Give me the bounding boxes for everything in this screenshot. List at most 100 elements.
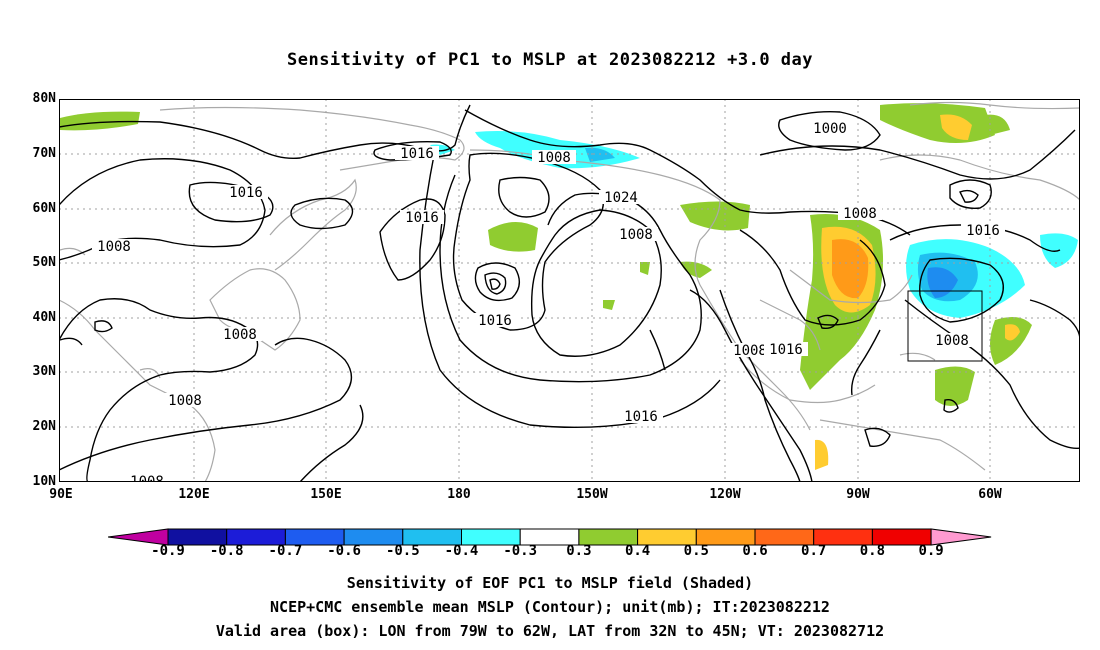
contour-label: 1016 xyxy=(624,409,658,425)
shade-negative xyxy=(585,147,615,162)
shade-positive xyxy=(935,366,975,406)
colorbar-tick-label: 0.8 xyxy=(859,543,886,559)
contour-line xyxy=(299,404,364,482)
contour-line xyxy=(739,229,886,326)
contour-line xyxy=(452,152,604,331)
contour-label: 1016 xyxy=(769,342,803,358)
colorbar-high-arrow xyxy=(930,528,992,546)
shade-positive xyxy=(880,103,995,144)
contour-line xyxy=(379,198,446,281)
contour-label: 1016 xyxy=(966,223,1000,239)
lon-label: 180 xyxy=(447,487,471,502)
contour-line xyxy=(489,278,501,290)
caption-valid-area: Valid area (box): LON from 79W to 62W, L… xyxy=(215,622,885,640)
contour-line xyxy=(484,272,507,295)
contour-label: 1008 xyxy=(130,474,164,482)
lon-label: 150W xyxy=(576,487,608,502)
colorbar-tick-label: 0.7 xyxy=(801,543,827,559)
contour-line xyxy=(949,179,992,209)
shade-positive xyxy=(985,114,1010,135)
lat-label: 60N xyxy=(32,201,56,216)
lat-label: 40N xyxy=(32,310,56,325)
contour-line xyxy=(850,329,881,396)
contour-line xyxy=(373,141,452,161)
shade-positive xyxy=(990,316,1032,365)
lon-label: 120E xyxy=(178,487,210,502)
caption-shaded: Sensitivity of EOF PC1 to MSLP field (Sh… xyxy=(346,574,754,592)
contour-label: 1008 xyxy=(935,333,969,349)
lat-label: 30N xyxy=(32,364,56,379)
shade-positive xyxy=(603,300,615,310)
contour-line xyxy=(649,329,666,371)
colorbar-tick-label: 0.4 xyxy=(624,543,651,559)
colorbar-tick-label: 0.9 xyxy=(918,543,944,559)
lon-label: 60W xyxy=(978,487,1002,502)
colorbar-tick-label: -0.8 xyxy=(209,543,244,559)
contour-line xyxy=(759,129,1076,180)
caption-contour: NCEP+CMC ensemble mean MSLP (Contour); u… xyxy=(270,598,830,616)
contour-line xyxy=(498,176,550,218)
contour-line xyxy=(864,427,891,447)
contour-label: 1008 xyxy=(168,393,202,409)
contour-label: 1016 xyxy=(478,313,512,329)
contour-label: 1016 xyxy=(229,185,263,201)
lat-label: 10N xyxy=(32,474,56,489)
shade-positive xyxy=(940,114,972,140)
contour-line xyxy=(439,174,702,383)
lon-label: 150E xyxy=(310,487,342,502)
colorbar-tick-label: -0.5 xyxy=(385,543,420,559)
contour-line xyxy=(290,197,354,230)
valid-area-box xyxy=(907,290,983,362)
map-plot: 1016 1016 1016 1008 1008 1008 1008 1008 … xyxy=(59,99,1080,482)
colorbar-tick-label: -0.7 xyxy=(268,543,303,559)
contour-line xyxy=(474,262,520,302)
contour-line xyxy=(530,209,662,357)
chart-title: Sensitivity of PC1 to MSLP at 2023082212… xyxy=(286,50,813,70)
contour-line xyxy=(59,337,353,471)
shade-positive xyxy=(60,111,140,131)
shade-positive xyxy=(1005,324,1020,341)
colorbar-tick-label: 0.5 xyxy=(683,543,709,559)
contour-label: 1016 xyxy=(400,146,434,162)
contour-label: 1008 xyxy=(537,150,571,166)
contour-line xyxy=(919,257,1004,323)
contour-label: 1008 xyxy=(843,206,877,222)
shade-positive xyxy=(680,201,750,231)
contour-line xyxy=(959,189,979,203)
contour-line xyxy=(94,320,113,333)
mslp-contours xyxy=(59,104,1080,482)
map-panel: 1016 1016 1016 1008 1008 1008 1008 1008 … xyxy=(59,99,1080,482)
lat-label: 80N xyxy=(32,91,56,106)
contour-line xyxy=(188,181,274,223)
contour-line xyxy=(817,314,839,330)
contour-line xyxy=(904,299,1080,450)
colorbar-tick-label: -0.3 xyxy=(503,543,538,559)
contour-label: 1008 xyxy=(733,343,767,359)
colorbar xyxy=(108,528,992,546)
shade-positive xyxy=(488,221,538,252)
contour-label: 1008 xyxy=(619,227,653,243)
contour-label: 1008 xyxy=(97,239,131,255)
colorbar-tick-label: -0.4 xyxy=(444,543,479,559)
contour-labels: 1016 1016 1016 1008 1008 1008 1008 1008 … xyxy=(92,121,1005,482)
contour-line xyxy=(778,110,881,151)
contour-line xyxy=(689,289,813,482)
lat-label: 70N xyxy=(32,146,56,161)
lon-label: 120W xyxy=(709,487,741,502)
contour-label: 1008 xyxy=(223,327,257,343)
contour-line xyxy=(419,149,721,429)
lat-label: 20N xyxy=(32,419,56,434)
shade-positive xyxy=(680,261,712,278)
contour-line xyxy=(943,398,959,413)
contour-label: 1016 xyxy=(405,210,439,226)
contour-line xyxy=(1029,299,1080,341)
contour-label: 1024 xyxy=(604,190,638,206)
lat-label: 50N xyxy=(32,255,56,270)
contour-line xyxy=(59,337,83,346)
contour-line xyxy=(719,289,801,482)
shade-positive xyxy=(832,239,869,299)
contour-label: 1000 xyxy=(813,121,847,137)
contour-line xyxy=(59,298,259,482)
lon-label: 90E xyxy=(49,487,73,502)
lon-label: 90W xyxy=(846,487,870,502)
